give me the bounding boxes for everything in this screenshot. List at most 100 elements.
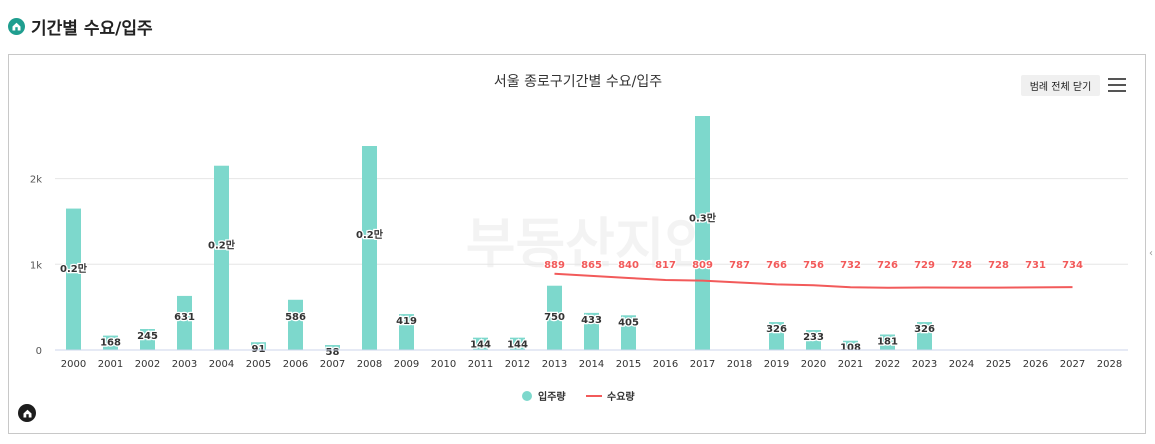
legend-toggle-button[interactable]: 범례 전체 닫기 [1021, 75, 1100, 96]
bar-data-label: 326 [766, 324, 787, 335]
bar-data-label: 233 [803, 332, 824, 343]
x-tick-label: 2004 [209, 359, 234, 370]
x-tick-label: 2006 [283, 359, 308, 370]
line-data-label: 728 [951, 260, 972, 271]
line-data-label: 817 [655, 260, 676, 271]
bar-2012[interactable] [510, 337, 525, 350]
x-tick-label: 2010 [431, 359, 456, 370]
bar-2007[interactable] [325, 345, 340, 350]
line-data-label: 734 [1062, 260, 1083, 271]
section-title: 기간별 수요/입주 [31, 18, 153, 39]
x-tick-label: 2014 [579, 359, 604, 370]
x-tick-label: 2003 [172, 359, 197, 370]
x-tick-label: 2012 [505, 359, 530, 370]
line-data-label: 865 [581, 260, 602, 271]
bar-2014[interactable] [584, 312, 599, 350]
line-data-label: 732 [840, 260, 861, 271]
x-tick-label: 2005 [246, 359, 271, 370]
x-tick-label: 2000 [61, 359, 86, 370]
bar-2022[interactable] [880, 334, 895, 350]
bar-2006[interactable] [288, 299, 303, 350]
line-data-label: 889 [544, 260, 565, 271]
bar-2011[interactable] [473, 337, 488, 350]
chevron-left-icon[interactable]: ‹ [1149, 248, 1153, 259]
x-tick-label: 2001 [98, 359, 123, 370]
x-tick-label: 2024 [949, 359, 974, 370]
home-icon [8, 17, 25, 35]
x-tick-label: 2020 [801, 359, 826, 370]
bar-data-label: 405 [618, 317, 639, 328]
brand-logo-icon [18, 404, 36, 422]
line-data-label: 731 [1025, 260, 1046, 271]
x-tick-label: 2026 [1023, 359, 1048, 370]
bar-2017[interactable] [695, 116, 710, 350]
x-tick-label: 2016 [653, 359, 678, 370]
bar-data-label: 0.3만 [689, 211, 717, 224]
x-tick-label: 2023 [912, 359, 937, 370]
bar-2015[interactable] [621, 315, 636, 350]
line-data-label: 766 [766, 260, 787, 271]
bar-data-label: 181 [877, 336, 898, 347]
bar-2003[interactable] [177, 295, 192, 350]
x-tick-label: 2008 [357, 359, 382, 370]
bar-2005[interactable] [251, 342, 266, 350]
bar-data-label: 326 [914, 324, 935, 335]
bar-data-label: 433 [581, 315, 602, 326]
bar-data-label: 0.2만 [208, 239, 236, 252]
x-tick-label: 2022 [875, 359, 900, 370]
line-data-label: 756 [803, 260, 824, 271]
bar-data-label: 245 [137, 331, 158, 342]
series-line-수요량[interactable] [554, 272, 1073, 289]
x-tick-label: 2011 [468, 359, 493, 370]
line-data-label: 809 [692, 260, 713, 271]
bar-data-label: 108 [840, 343, 861, 354]
x-tick-label: 2009 [394, 359, 419, 370]
bar-2013[interactable] [547, 285, 562, 350]
bar-data-label: 144 [470, 340, 491, 351]
bar-2009[interactable] [399, 314, 414, 350]
bar-data-label: 586 [285, 312, 306, 323]
bar-2000[interactable] [66, 208, 81, 350]
x-tick-label: 2017 [690, 359, 715, 370]
line-data-label: 726 [877, 260, 898, 271]
x-tick-label: 2019 [764, 359, 789, 370]
bar-data-label: 750 [544, 312, 565, 323]
chart-panel [8, 54, 1146, 434]
x-tick-label: 2025 [986, 359, 1011, 370]
bar-data-label: 0.2만 [60, 262, 88, 275]
line-data-label: 787 [729, 260, 750, 271]
bar-data-label: 144 [507, 340, 528, 351]
x-tick-label: 2002 [135, 359, 160, 370]
hamburger-menu-icon[interactable] [1108, 78, 1126, 94]
y-tick-label: 2k [30, 175, 42, 186]
x-tick-label: 2013 [542, 359, 567, 370]
y-tick-label: 0 [36, 346, 42, 357]
section-header: 기간별 수요/입주 [8, 10, 153, 42]
chart-title: 서울 종로구기간별 수요/입주 [494, 74, 662, 90]
x-tick-label: 2028 [1097, 359, 1122, 370]
line-data-label: 729 [914, 260, 935, 271]
bar-2021[interactable] [843, 340, 858, 350]
x-tick-label: 2015 [616, 359, 641, 370]
line-data-label: 840 [618, 260, 639, 271]
bar-data-label: 419 [396, 316, 417, 327]
legend-label-입주량[interactable]: 입주량 [538, 390, 566, 403]
legend-marker-입주량[interactable] [522, 391, 532, 401]
bar-2002[interactable] [140, 329, 155, 350]
line-data-label: 728 [988, 260, 1009, 271]
x-tick-label: 2021 [838, 359, 863, 370]
y-tick-label: 1k [30, 260, 42, 271]
x-tick-label: 2018 [727, 359, 752, 370]
x-tick-label: 2027 [1060, 359, 1085, 370]
bar-data-label: 0.2만 [356, 228, 384, 241]
bar-2004[interactable] [214, 165, 229, 350]
bar-data-label: 58 [326, 347, 340, 358]
legend-label-수요량[interactable]: 수요량 [607, 391, 635, 403]
bar-data-label: 168 [100, 338, 121, 349]
bar-2008[interactable] [362, 146, 377, 350]
bar-2023[interactable] [917, 322, 932, 350]
bar-2019[interactable] [769, 322, 784, 350]
bar-2020[interactable] [806, 330, 821, 350]
bar-2001[interactable] [103, 335, 118, 350]
